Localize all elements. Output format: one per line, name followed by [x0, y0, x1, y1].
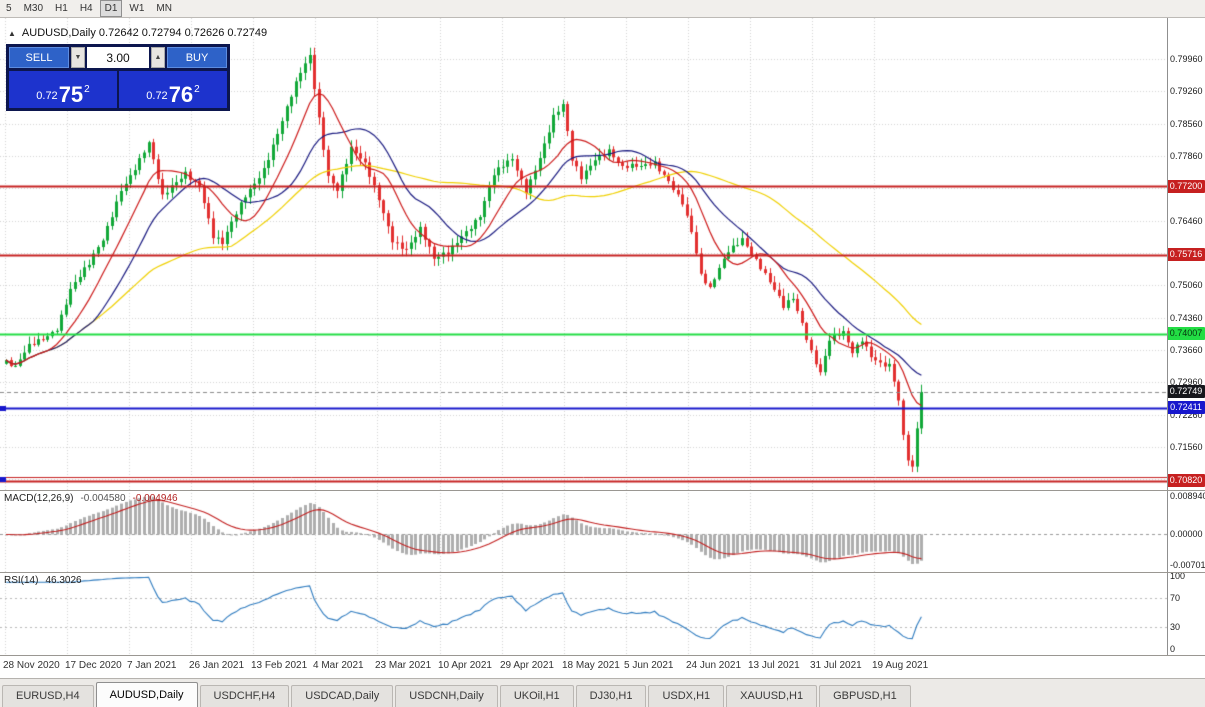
- macd-axis-label: -0.00701: [1170, 560, 1205, 570]
- rsi-axis-label: 0: [1170, 644, 1176, 654]
- date-axis-label: 5 Jun 2021: [624, 660, 674, 671]
- price-axis-label: 0.77860: [1170, 150, 1203, 161]
- rsi-title: RSI(14): [4, 575, 39, 586]
- buy-price-prefix: 0.72: [146, 90, 168, 102]
- buy-price-big: 76: [168, 82, 194, 107]
- timeframe-toolbar: 5 M30 H1 H4 D1 W1 MN: [0, 0, 1205, 18]
- date-axis-label: 13 Jul 2021: [748, 660, 800, 671]
- buy-button[interactable]: BUY: [167, 47, 227, 68]
- timeframe-button-h1[interactable]: H1: [55, 3, 68, 14]
- chart-tab-eurusd-h4[interactable]: EURUSD,H4: [2, 685, 94, 707]
- macd-indicator-canvas[interactable]: [0, 490, 1167, 572]
- chart-ohlc-title: ▲ AUDUSD,Daily 0.72642 0.72794 0.72626 0…: [8, 27, 267, 39]
- ohlc-values: AUDUSD,Daily 0.72642 0.72794 0.72626 0.7…: [21, 27, 268, 39]
- panel-divider-dates[interactable]: [0, 655, 1205, 656]
- one-click-trading-panel: SELL ▼ 3.00 ▲ BUY 0.72 75 2 0.72 76 2: [6, 44, 230, 111]
- price-line-badge: 0.70820: [1167, 474, 1205, 487]
- timeframe-button-d1[interactable]: D1: [99, 0, 123, 17]
- volume-increase-button[interactable]: ▲: [151, 47, 165, 68]
- timeframe-button-5[interactable]: 5: [6, 3, 12, 14]
- chart-tab-xauusd-h1[interactable]: XAUUSD,H1: [726, 685, 818, 707]
- timeframe-button-w1[interactable]: W1: [129, 3, 145, 14]
- rsi-axis-label: 30: [1170, 622, 1181, 632]
- one-click-collapse-icon[interactable]: ▲: [8, 28, 16, 38]
- rsi-label: RSI(14) 46.3026: [4, 575, 82, 586]
- date-axis-label: 10 Apr 2021: [438, 660, 492, 671]
- chart-tab-usdchf-h4[interactable]: USDCHF,H4: [199, 685, 290, 707]
- timeframe-button-m30[interactable]: M30: [23, 3, 44, 14]
- date-axis-label: 7 Jan 2021: [127, 660, 177, 671]
- price-line-badge: 0.72749: [1167, 385, 1205, 398]
- price-axis[interactable]: 0.79960 0.79260 0.78560 0.77860 0.76460 0.750…: [1167, 18, 1205, 655]
- date-axis-label: 18 May 2021: [562, 660, 620, 671]
- price-axis-label: 0.73660: [1170, 344, 1203, 355]
- buy-price-display[interactable]: 0.72 76 2: [119, 71, 227, 108]
- macd-main-value: -0.004580: [80, 493, 126, 504]
- price-axis-label: 0.79260: [1170, 86, 1203, 97]
- sell-price-prefix: 0.72: [36, 90, 58, 102]
- macd-axis-label: 0.008940: [1170, 491, 1205, 501]
- rsi-indicator-canvas[interactable]: [0, 572, 1167, 655]
- chart-tab-ukoil-h1[interactable]: UKOil,H1: [499, 685, 574, 707]
- sell-button[interactable]: SELL: [9, 47, 69, 68]
- macd-signal-value: -0.004946: [132, 493, 178, 504]
- price-axis-label: 0.76460: [1170, 215, 1203, 226]
- sell-price-sup: 2: [84, 84, 90, 95]
- date-axis-label: 17 Dec 2020: [65, 660, 122, 671]
- date-axis-label: 29 Apr 2021: [500, 660, 554, 671]
- chart-tab-bar: EURUSD,H4 AUDUSD,Daily USDCHF,H4 USDCAD,Dai…: [0, 678, 1205, 707]
- volume-input[interactable]: 3.00: [87, 47, 149, 68]
- volume-decrease-button[interactable]: ▼: [71, 47, 85, 68]
- date-axis-label: 28 Nov 2020: [3, 660, 60, 671]
- price-axis-label: 0.72260: [1170, 409, 1203, 420]
- macd-axis-label: 0.00000: [1170, 529, 1203, 539]
- macd-label: MACD(12,26,9) -0.004580 -0.004946: [4, 493, 178, 504]
- price-axis-label: 0.78560: [1170, 118, 1203, 129]
- macd-title: MACD(12,26,9): [4, 493, 74, 504]
- price-line-badge: 0.75716: [1167, 248, 1205, 261]
- rsi-axis-label: 70: [1170, 593, 1181, 603]
- date-axis-label: 26 Jan 2021: [189, 660, 245, 671]
- sell-price-big: 75: [58, 82, 84, 107]
- price-axis-label: 0.75060: [1170, 280, 1203, 291]
- timeframe-button-h4[interactable]: H4: [79, 3, 93, 14]
- price-line-badge: 0.77200: [1167, 180, 1205, 193]
- date-axis-label: 24 Jun 2021: [686, 660, 742, 671]
- chart-tab-usdx-h1[interactable]: USDX,H1: [648, 685, 725, 707]
- buy-price-sup: 2: [194, 84, 200, 95]
- price-line-badge: 0.72411: [1167, 401, 1205, 414]
- timeframe-button-mn[interactable]: MN: [156, 3, 172, 14]
- price-axis-label: 0.72960: [1170, 377, 1203, 388]
- sell-price-display[interactable]: 0.72 75 2: [9, 71, 117, 108]
- chart-tab-gbpusd-h1[interactable]: GBPUSD,H1: [819, 685, 911, 707]
- date-axis-label: 23 Mar 2021: [375, 660, 432, 671]
- axis-border: [1167, 18, 1168, 655]
- rsi-value: 46.3026: [45, 575, 82, 586]
- date-axis-label: 31 Jul 2021: [810, 660, 862, 671]
- date-axis-label: 19 Aug 2021: [872, 660, 929, 671]
- price-axis-label: 0.71560: [1170, 441, 1203, 452]
- chart-tab-usdcad-daily[interactable]: USDCAD,Daily: [291, 685, 394, 707]
- price-axis-label: 0.79960: [1170, 54, 1203, 64]
- chart-tab-usdcnh-daily[interactable]: USDCNH,Daily: [395, 685, 498, 707]
- chart-tab-dj30-h1[interactable]: DJ30,H1: [575, 685, 647, 707]
- price-line-badge: 0.74007: [1167, 327, 1205, 340]
- price-axis-label: 0.74360: [1170, 312, 1203, 323]
- panel-divider-rsi[interactable]: [0, 572, 1205, 573]
- date-axis-label: 4 Mar 2021: [313, 660, 364, 671]
- date-axis-label: 13 Feb 2021: [251, 660, 308, 671]
- chart-tab-audusd-daily[interactable]: AUDUSD,Daily: [95, 682, 198, 707]
- rsi-axis-label: 100: [1170, 571, 1186, 581]
- panel-divider-macd[interactable]: [0, 490, 1205, 491]
